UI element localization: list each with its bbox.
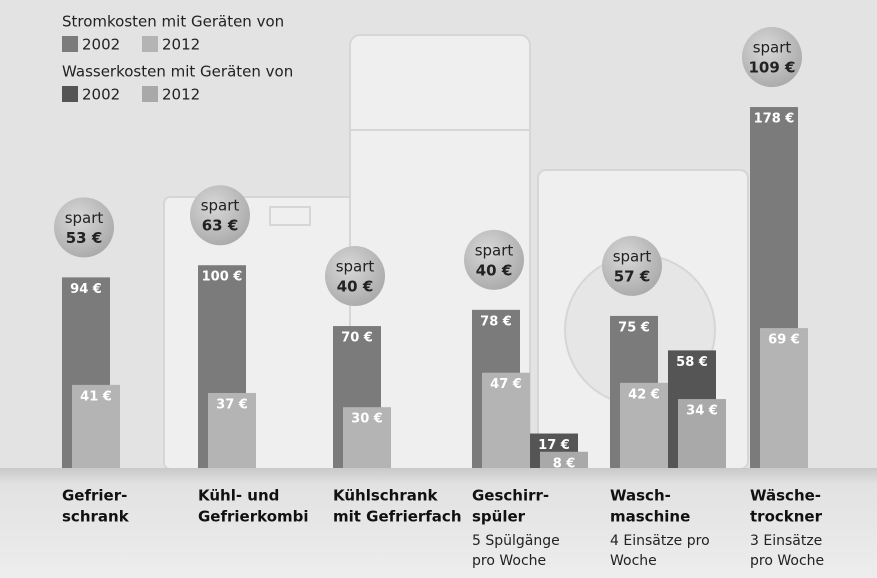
- category-note: Woche: [610, 553, 657, 569]
- savings-value: 40 €: [476, 261, 513, 279]
- savings-label: spart: [336, 258, 375, 276]
- savings-value: 109 €: [749, 59, 796, 77]
- savings-label: spart: [201, 197, 240, 215]
- bar: [72, 384, 120, 468]
- legend-swatch: [142, 86, 158, 102]
- savings-label: spart: [65, 209, 104, 227]
- legend-label: 2002: [82, 86, 120, 104]
- value-label: 69 €: [768, 333, 800, 348]
- bar: [620, 382, 668, 468]
- value-label: 70 €: [341, 331, 373, 346]
- value-label: 8 €: [553, 456, 576, 471]
- legend-title: Stromkosten mit Geräten von: [62, 13, 284, 31]
- savings-value: 53 €: [66, 229, 103, 247]
- value-label: 30 €: [351, 412, 383, 427]
- value-label: 41 €: [80, 389, 112, 404]
- savings-badge: [464, 229, 524, 290]
- category-note: 3 Einsätze: [750, 533, 822, 549]
- value-label: 58 €: [676, 355, 708, 370]
- bar: [482, 372, 530, 468]
- savings-badge: [742, 27, 802, 88]
- savings-badge: [602, 235, 662, 296]
- category-note: pro Woche: [750, 553, 824, 569]
- legend-swatch: [62, 86, 78, 102]
- bar: [208, 392, 256, 468]
- savings-badge: [325, 246, 385, 307]
- bar: [540, 451, 588, 468]
- legend-title: Wasserkosten mit Geräten von: [62, 63, 293, 81]
- value-label: 75 €: [618, 320, 650, 335]
- category-note: 5 Spülgänge: [472, 533, 560, 549]
- category-note: pro Woche: [472, 553, 546, 569]
- savings-badge: [190, 185, 250, 246]
- category-label: spüler: [472, 508, 526, 526]
- value-label: 34 €: [686, 404, 718, 419]
- value-label: 78 €: [480, 314, 512, 329]
- category-label: mit Gefrierfach: [333, 508, 462, 526]
- legend-swatch: [62, 36, 78, 52]
- savings-value: 40 €: [337, 278, 374, 296]
- legend-label: 2012: [162, 36, 200, 54]
- value-label: 94 €: [70, 282, 102, 297]
- legend-label: 2012: [162, 86, 200, 104]
- category-label: maschine: [610, 508, 690, 526]
- legend-label: 2002: [82, 36, 120, 54]
- value-label: 47 €: [490, 377, 522, 392]
- category-label: Wasch-: [610, 487, 671, 505]
- floor: [0, 468, 877, 578]
- category-label: Gefrier-: [62, 487, 127, 505]
- category-label: Kühlschrank: [333, 487, 439, 505]
- bar: [343, 407, 391, 468]
- bar: [760, 328, 808, 468]
- category-label: Geschirr-: [472, 487, 549, 505]
- category-label: trockner: [750, 508, 823, 526]
- category-label: Gefrierkombi: [198, 508, 309, 526]
- savings-label: spart: [613, 247, 652, 265]
- legend-swatch: [142, 36, 158, 52]
- category-label: schrank: [62, 508, 130, 526]
- category-note: 4 Einsätze pro: [610, 533, 710, 549]
- value-label: 37 €: [216, 397, 248, 412]
- savings-value: 63 €: [202, 217, 239, 235]
- value-label: 178 €: [754, 112, 795, 127]
- value-label: 42 €: [628, 387, 660, 402]
- savings-value: 57 €: [614, 267, 651, 285]
- value-label: 100 €: [202, 270, 243, 285]
- savings-badge: [54, 197, 114, 258]
- category-label: Kühl- und: [198, 487, 279, 505]
- value-label: 17 €: [538, 438, 570, 453]
- bar: [678, 399, 726, 468]
- savings-label: spart: [753, 39, 792, 57]
- savings-label: spart: [475, 241, 514, 259]
- category-label: Wäsche-: [750, 487, 821, 505]
